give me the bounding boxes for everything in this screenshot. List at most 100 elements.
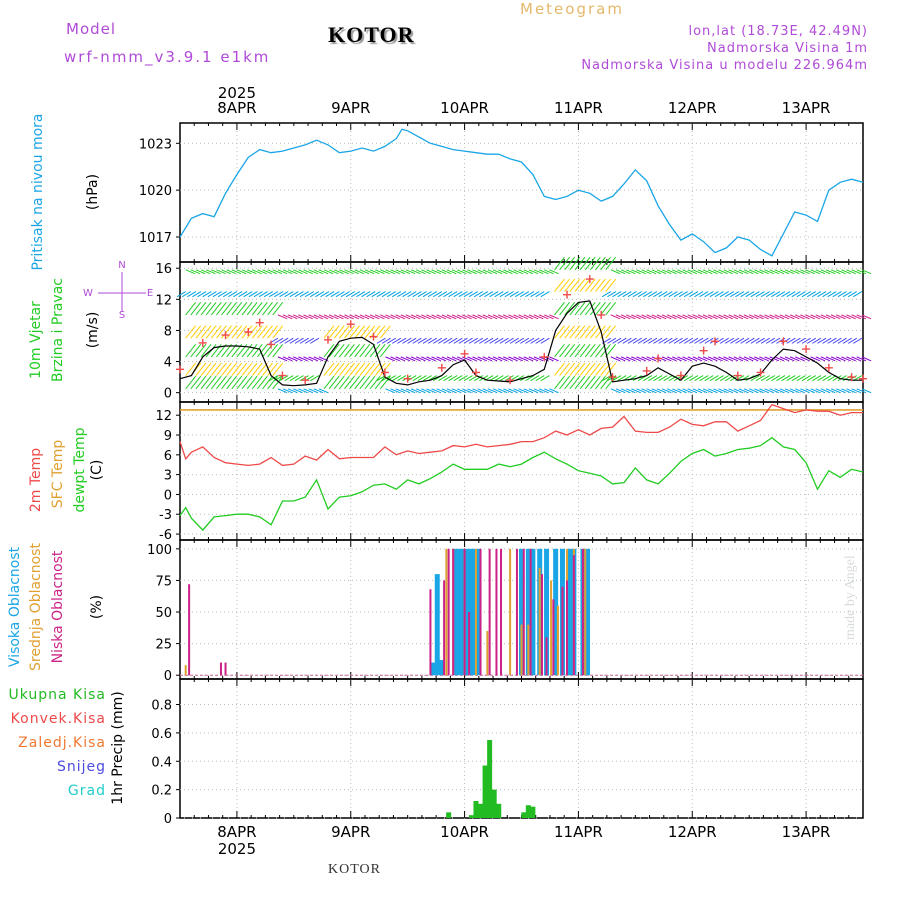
wind-barb <box>605 362 617 376</box>
wind-barb <box>612 375 622 382</box>
wind-barb <box>740 337 750 344</box>
wind-barb <box>796 375 806 382</box>
wind-barb <box>615 356 626 362</box>
wind-barb <box>293 269 303 275</box>
wind-barb <box>190 344 202 358</box>
wind-barb <box>643 291 653 298</box>
wind-barb <box>361 291 371 298</box>
temperature-ytick-label: 9 <box>164 429 172 444</box>
wind-barb <box>375 269 385 275</box>
cloud-bar <box>556 605 559 676</box>
wind-barb <box>605 375 617 390</box>
wind-barb <box>489 375 499 382</box>
wind-barb <box>663 337 673 344</box>
temp-ylabel-2m: 2m Temp <box>28 448 44 512</box>
wind-barb <box>779 356 790 362</box>
wind-barb <box>851 356 862 362</box>
wind-gust-mark <box>278 371 287 380</box>
wind-barb <box>320 291 330 298</box>
wind-barb <box>241 344 253 358</box>
wind-barb <box>554 325 565 339</box>
wind-barb <box>827 375 837 382</box>
wind-barb <box>294 337 304 344</box>
wind-ytick-label: 8 <box>164 324 172 339</box>
wind-barb <box>754 269 764 275</box>
wind-barb <box>328 325 340 339</box>
wind-barb <box>298 356 308 362</box>
wind-barb <box>709 291 719 298</box>
wind-barb <box>786 337 796 344</box>
wind-barb <box>615 388 626 394</box>
wind-barb <box>820 314 831 320</box>
wind-barb <box>837 291 847 298</box>
wind-barb <box>513 269 523 275</box>
wind-barb <box>318 269 329 275</box>
wind-barb <box>832 291 842 298</box>
wind-barb <box>407 291 417 298</box>
wind-barb <box>559 278 570 292</box>
wind-barb <box>328 314 339 320</box>
wind-barb <box>344 325 355 339</box>
wind-barb <box>530 337 540 344</box>
wind-barb <box>334 269 344 275</box>
wind-barb <box>658 375 668 382</box>
wind-barb <box>559 375 570 390</box>
wind-barb <box>416 314 426 320</box>
wind-barb <box>682 269 692 275</box>
wind-barb <box>738 269 749 275</box>
wind-unit: (m/s) <box>85 312 101 349</box>
wind-barb <box>713 314 723 320</box>
wind-barb <box>643 375 653 382</box>
wind-barb <box>672 314 682 320</box>
wind-barb <box>397 337 407 344</box>
wind-barb <box>533 269 544 275</box>
cloud-bar <box>429 589 432 676</box>
cloud-bar <box>561 586 564 676</box>
wind-barb <box>421 314 431 320</box>
wind-barb <box>800 314 810 320</box>
wind-barb <box>820 269 831 275</box>
wind-barb <box>351 291 361 298</box>
wind-barb <box>497 269 508 275</box>
wind-barb <box>789 356 800 362</box>
wind-barb <box>549 269 559 275</box>
wind-barb <box>448 291 458 298</box>
wind-barb <box>724 291 735 298</box>
temp-ylabel-sfc: SFC Temp <box>50 440 66 509</box>
wind-barb <box>497 388 508 394</box>
wind-barb <box>287 269 298 275</box>
wind-barb <box>646 269 657 275</box>
cloud-bar <box>553 548 559 676</box>
wind-barb <box>190 325 202 339</box>
wind-barb <box>786 375 796 382</box>
wind-barb <box>704 337 714 344</box>
wind-barb <box>733 388 744 394</box>
wind-barb <box>605 344 617 358</box>
wind-barb <box>364 375 376 390</box>
wind-barb <box>477 388 488 394</box>
wind-barb <box>200 325 212 339</box>
wind-barb <box>489 291 499 298</box>
wind-barb <box>595 362 606 376</box>
wind-barb <box>851 269 862 275</box>
wind-barb <box>615 269 626 275</box>
wind-barb <box>745 337 755 344</box>
wind-barb <box>544 314 554 320</box>
wind-barb <box>694 375 704 382</box>
wind-barb <box>462 314 472 320</box>
wind-barb <box>784 388 795 394</box>
cloud-bar <box>572 555 575 676</box>
wind-barb <box>412 375 422 382</box>
model-elevation-text: Nadmorska Visina u modelu 226.964m <box>581 58 868 73</box>
wind-barb <box>402 337 412 344</box>
wind-gust-mark <box>380 368 389 377</box>
wind-barb <box>810 314 821 320</box>
wind-barb <box>584 325 596 339</box>
wind-barb <box>274 337 284 344</box>
wind-barb <box>771 375 781 382</box>
wind-barb <box>851 388 862 394</box>
wind-barb <box>468 291 478 298</box>
wind-barb <box>846 269 856 275</box>
wind-barb <box>815 388 826 394</box>
wind-barb <box>617 291 627 298</box>
